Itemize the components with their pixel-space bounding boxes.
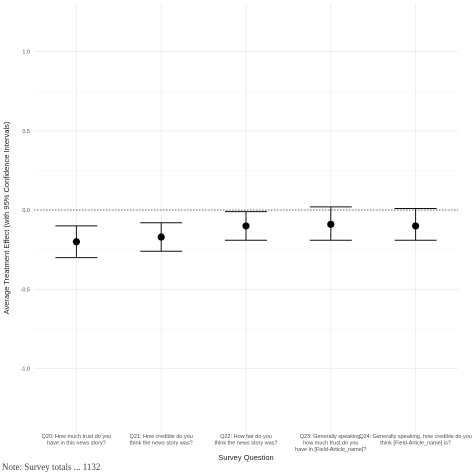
- x-tick-label: Q24: Generally speaking, how credible do…: [359, 434, 472, 447]
- y-tick-label: 1.0: [22, 50, 30, 56]
- x-tick-label-line: Q21: How credible do you: [130, 434, 193, 440]
- x-tick-label-line: Q23: Generally speaking,: [300, 434, 363, 440]
- x-tick-label-line: Q20: How much trust do you: [42, 434, 112, 440]
- x-tick-label-line: have in [Field-Article_name]?: [295, 447, 366, 453]
- x-tick-label-line: think the news story was?: [130, 441, 193, 447]
- error-bars: [55, 206, 437, 259]
- x-tick-label: Q22: How fair do you think the news story…: [215, 434, 278, 447]
- x-tick-label-line: think the news story was?: [215, 441, 278, 447]
- x-tick-label-line: have in this news story?: [47, 441, 106, 447]
- y-tick-label: 0.0: [22, 208, 30, 214]
- x-tick-label-line: how much trust do you: [303, 441, 358, 447]
- point-estimate: [327, 220, 335, 228]
- y-tick-label: -1.0: [21, 367, 30, 373]
- x-tick-label: Q23: Generally speaking, how much trust d…: [295, 434, 366, 453]
- x-tick-label-line: Q24: Generally speaking, how credible do…: [359, 434, 472, 440]
- y-axis-ticks: 1.0 0.5 0.0 -0.5 -1.0: [21, 50, 30, 373]
- y-tick-label: -0.5: [21, 287, 30, 293]
- x-tick-label: Q21: How credible do you think the news s…: [130, 434, 193, 447]
- x-axis-title: Survey Question: [218, 453, 273, 462]
- point-estimate: [72, 238, 80, 246]
- x-axis-ticks: Q20: How much trust do you have in this n…: [42, 434, 472, 453]
- point-estimate: [157, 233, 165, 241]
- point-estimate: [412, 222, 420, 230]
- y-tick-label: 0.5: [22, 129, 30, 135]
- x-tick-label-line: Q22: How fair do you: [220, 434, 272, 440]
- y-axis-title: Average Treatment Effect (with 95% Confi…: [2, 121, 11, 314]
- x-tick-label-line: think [Field-Article_name] is?: [380, 441, 451, 447]
- footnote: Note: Survey totals ... 1132: [2, 462, 101, 472]
- x-tick-label: Q20: How much trust do you have in this n…: [42, 434, 112, 447]
- point-estimate: [242, 222, 250, 230]
